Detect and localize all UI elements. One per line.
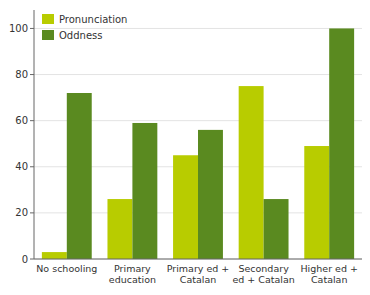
bar bbox=[173, 155, 198, 259]
y-tick bbox=[30, 74, 34, 75]
bar bbox=[239, 86, 264, 259]
bar bbox=[107, 199, 132, 259]
bar bbox=[67, 93, 92, 259]
x-tick-label: Primaryeducation bbox=[109, 263, 156, 285]
y-tick-label: 0 bbox=[22, 254, 28, 265]
y-axis-line bbox=[34, 10, 35, 259]
x-tick-label: Primary ed +Catalan bbox=[167, 263, 230, 285]
x-tick-label-line: Catalan bbox=[180, 274, 216, 285]
y-tick bbox=[30, 212, 34, 213]
y-tick bbox=[30, 28, 34, 29]
bar bbox=[42, 252, 67, 259]
y-tick-label: 60 bbox=[15, 115, 28, 126]
x-tick-label-line: ed + Catalan bbox=[232, 274, 294, 285]
bar bbox=[132, 123, 157, 259]
y-tick-label: 100 bbox=[9, 23, 28, 34]
y-tick-label: 20 bbox=[15, 207, 28, 218]
bar bbox=[264, 199, 289, 259]
x-tick-label-line: No schooling bbox=[36, 263, 97, 274]
legend: Pronunciation Oddness bbox=[42, 14, 127, 41]
x-tick-label: No schooling bbox=[36, 263, 97, 274]
x-tick-label: Higher ed +Catalan bbox=[300, 263, 357, 285]
chart-container: 0 20 40 60 80 100 No schooling Primaryeducation… bbox=[0, 0, 370, 295]
y-tick-label: 40 bbox=[15, 161, 28, 172]
legend-swatch bbox=[42, 30, 54, 40]
y-tick-label: 80 bbox=[15, 69, 28, 80]
x-tick-label-line: Primary ed + bbox=[167, 263, 230, 274]
bar bbox=[329, 28, 354, 259]
grid-line bbox=[34, 74, 362, 75]
x-tick-label-line: education bbox=[109, 274, 156, 285]
x-tick-label-line: Primary bbox=[114, 263, 151, 274]
y-tick bbox=[30, 259, 34, 260]
y-tick bbox=[30, 166, 34, 167]
grid-line bbox=[34, 28, 362, 29]
bars bbox=[42, 28, 354, 259]
chart: 0 20 40 60 80 100 No schooling Primaryeducation… bbox=[0, 0, 370, 295]
bar bbox=[304, 146, 329, 259]
x-tick-label-line: Higher ed + bbox=[300, 263, 357, 274]
y-tick bbox=[30, 120, 34, 121]
x-tick-label-line: Secondary bbox=[238, 263, 289, 274]
x-axis-line bbox=[34, 259, 362, 260]
grid-line bbox=[34, 259, 362, 260]
legend-label: Pronunciation bbox=[59, 14, 127, 25]
legend-swatch bbox=[42, 14, 54, 24]
legend-label: Oddness bbox=[59, 30, 102, 41]
x-tick-label: Secondaryed + Catalan bbox=[232, 263, 294, 285]
bar bbox=[198, 130, 223, 259]
x-tick-label-line: Catalan bbox=[311, 274, 347, 285]
